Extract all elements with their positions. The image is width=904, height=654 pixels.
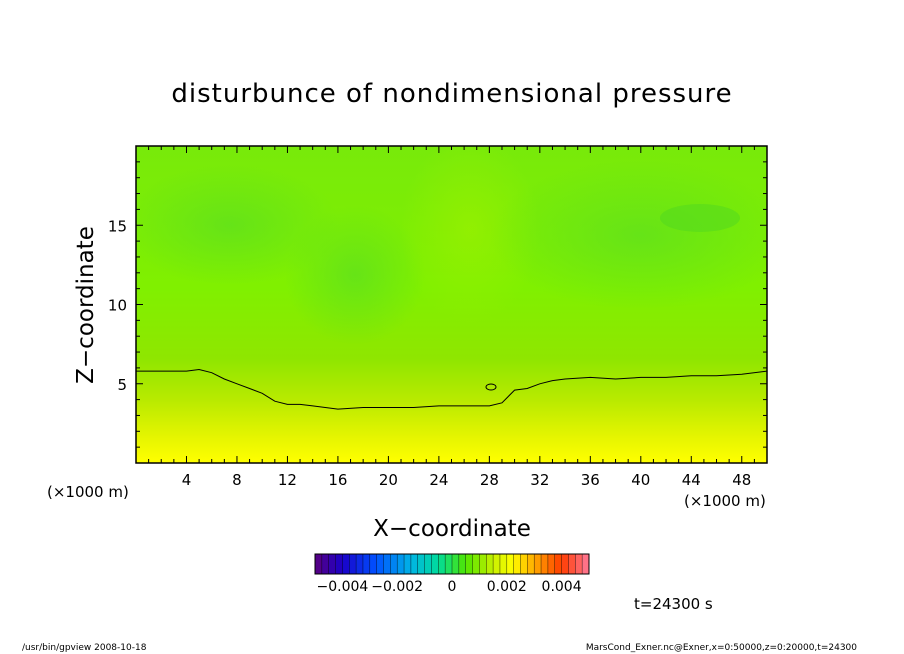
colorbar-tick-label: −0.004 [316, 579, 368, 595]
colorbar-tick-label: 0.004 [542, 579, 582, 595]
colorbar-ticks: −0.004 −0.002 0 0.002 0.004 [316, 579, 581, 595]
colorbar-cell [328, 554, 336, 574]
colorbar-cell [349, 554, 357, 574]
field-region-minimum [660, 204, 740, 232]
colorbar-cell [369, 554, 377, 574]
y-tick-label: 15 [108, 217, 127, 235]
x-tick-label: 40 [631, 471, 650, 489]
y-axis: 5 10 15 [108, 161, 767, 448]
x-tick-label: 32 [530, 471, 549, 489]
colorbar-cell [513, 554, 521, 574]
colorbar-tick-label: −0.002 [371, 579, 423, 595]
x-axis: 4 8 12 16 20 24 28 32 36 40 44 48 [148, 146, 755, 489]
x-axis-label: X−coordinate [373, 516, 531, 542]
colorbar-tick-label: 0.002 [487, 579, 527, 595]
x-unit-right: (×1000 m) [684, 492, 766, 510]
field-region-mid [400, 146, 540, 325]
y-axis-label: Z−coordinate [73, 226, 99, 384]
colorbar-frame [314, 553, 590, 575]
x-tick-label: 16 [328, 471, 347, 489]
field-region-right [490, 160, 767, 310]
colorbar-cell [431, 554, 439, 574]
x-unit-left: (×1000 m) [47, 483, 129, 501]
x-tick-label: 36 [581, 471, 600, 489]
colorbar-cell [424, 554, 432, 574]
colorbar-cell [561, 554, 569, 574]
colorbar-cell [547, 554, 556, 574]
x-tick-label: 24 [429, 471, 448, 489]
colorbar-cell [472, 554, 480, 574]
colorbar-cell [493, 554, 501, 574]
colorbar: −0.004 −0.002 0 0.002 0.004 [314, 553, 590, 595]
y-tick-label: 10 [108, 297, 127, 315]
contour-line [136, 368, 767, 410]
colorbar-cell [397, 554, 405, 574]
colorbar-cell [342, 554, 350, 574]
x-tick-label: 8 [232, 471, 242, 489]
x-tick-label: 4 [182, 471, 192, 489]
colorbar-cell [335, 554, 343, 574]
colorbar-cell [438, 554, 446, 574]
colorbar-cell [534, 554, 542, 574]
colorbar-cells [314, 554, 590, 574]
y-tick-label: 5 [117, 376, 127, 394]
colorbar-cell [417, 554, 425, 574]
colorbar-cell [541, 554, 549, 574]
field-region-center [285, 205, 425, 345]
colorbar-cell [465, 554, 473, 574]
footer-left: /usr/bin/gpview 2008-10-18 [22, 643, 147, 653]
x-tick-label: 12 [278, 471, 297, 489]
colorbar-cell [404, 554, 412, 574]
colorbar-cell [362, 554, 371, 574]
x-tick-label: 28 [480, 471, 499, 489]
colorbar-cell [315, 554, 323, 574]
colorbar-cell [554, 554, 562, 574]
colorbar-cell [479, 554, 487, 574]
colorbar-cell [445, 554, 453, 574]
footer-right: MarsCond_Exner.nc@Exner,x=0:50000,z=0:20… [586, 643, 857, 653]
x-tick-label: 44 [682, 471, 701, 489]
contour-small-loop [485, 383, 497, 391]
colorbar-cell [390, 554, 398, 574]
colorbar-cell [520, 554, 528, 574]
colorbar-cell [506, 554, 514, 574]
colorbar-cell [376, 554, 384, 574]
chart-title: disturbunce of nondimensional pressure [171, 79, 732, 109]
colorbar-cell [527, 554, 535, 574]
colorbar-cell [486, 554, 494, 574]
x-tick-label: 48 [732, 471, 751, 489]
colorbar-cell [575, 554, 583, 574]
time-annotation: t=24300 s [634, 595, 713, 613]
colorbar-cell [383, 554, 391, 574]
colorbar-cell [452, 554, 460, 574]
colorbar-cell [410, 554, 419, 574]
colorbar-cell [568, 554, 576, 574]
x-tick-label: 20 [379, 471, 398, 489]
colorbar-cell [582, 554, 590, 574]
colorbar-cell [321, 554, 329, 574]
colorbar-cell [356, 554, 364, 574]
colorbar-cell [499, 554, 508, 574]
colorbar-tick-label: 0 [448, 579, 457, 595]
colorbar-cell [458, 554, 466, 574]
